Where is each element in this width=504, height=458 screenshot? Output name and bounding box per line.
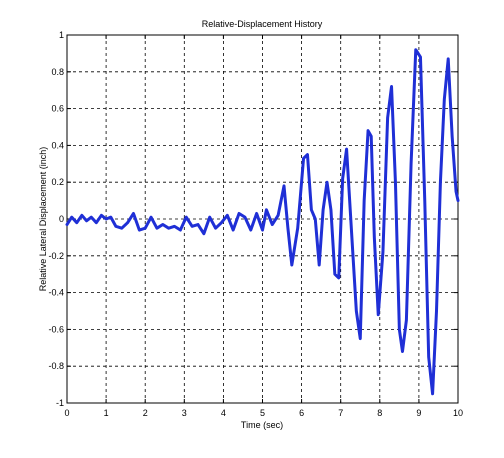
x-tick-label: 2	[143, 408, 148, 418]
x-tick-label: 1	[104, 408, 109, 418]
y-tick-labels: 1 0.8 0.6 0.4 0.2 0 -0.2 -0.4 -0.6 -0.8 -1	[48, 30, 64, 408]
grid-lines	[67, 35, 458, 403]
chart-title: Relative-Displacement History	[202, 19, 323, 29]
x-tick-labels: 0 1 2 3 4 5 6 7 8 9 10	[64, 408, 463, 418]
x-tick-label: 3	[182, 408, 187, 418]
x-tick-label: 4	[221, 408, 226, 418]
x-tick-label: 10	[453, 408, 463, 418]
x-tick-label: 5	[260, 408, 265, 418]
x-tick-label: 7	[338, 408, 343, 418]
y-tick-label: 1	[59, 30, 64, 40]
y-axis-label: Relative Lateral Displacement (inch)	[38, 147, 48, 292]
y-tick-label: -0.2	[48, 251, 64, 261]
y-tick-label: -1	[56, 398, 64, 408]
y-tick-label: 0.4	[51, 140, 64, 150]
y-tick-label: 0.8	[51, 67, 64, 77]
x-tick-label: 9	[416, 408, 421, 418]
y-tick-label: -0.6	[48, 324, 64, 334]
x-tick-label: 0	[64, 408, 69, 418]
y-tick-label: 0	[59, 214, 64, 224]
x-axis-label: Time (sec)	[241, 420, 283, 430]
axis-ticks	[66, 34, 459, 404]
y-tick-label: 0.6	[51, 104, 64, 114]
y-tick-label: -0.4	[48, 288, 64, 298]
y-tick-label: 0.2	[51, 177, 64, 187]
series-line	[65, 48, 460, 396]
x-tick-label: 8	[377, 408, 382, 418]
x-tick-label: 6	[299, 408, 304, 418]
y-tick-label: -0.8	[48, 361, 64, 371]
